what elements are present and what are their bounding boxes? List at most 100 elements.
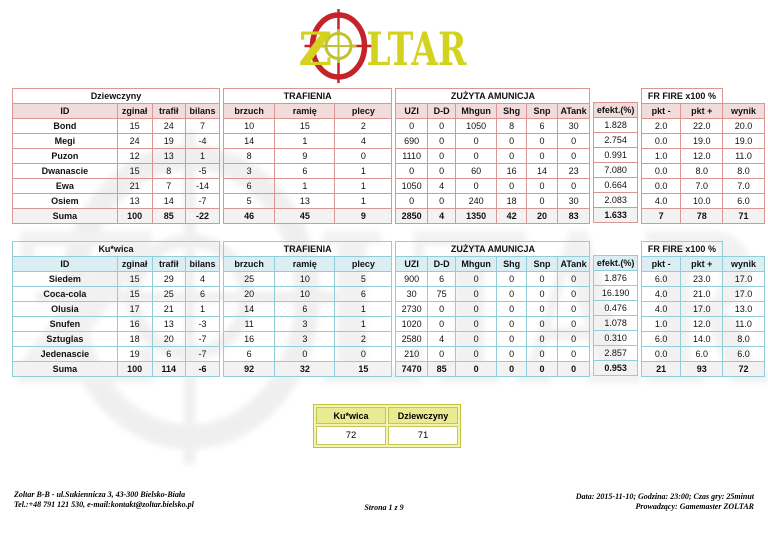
suma-row: 21 93 72 — [640, 361, 765, 377]
group-header: ZUŻYTA AMUNICJA — [395, 241, 591, 257]
column-header: Mhgun — [455, 103, 497, 119]
column-header: Mhgun — [455, 256, 497, 272]
stat-value: 14.0 — [680, 331, 724, 347]
inner-crosshair-icon — [320, 29, 357, 63]
table-row: 1050 4 0 0 0 0 — [395, 178, 591, 194]
stat-value: 13 — [151, 148, 187, 164]
stat-value: 0 — [395, 163, 428, 179]
stat-value: 4.0 — [640, 286, 682, 302]
stat-value: 1.0 — [640, 316, 682, 332]
total-value: 72 — [722, 361, 765, 377]
stat-value: 2.754 — [593, 132, 638, 148]
stat-value: 7.0 — [722, 178, 765, 194]
stat-value: 5 — [334, 271, 393, 287]
stat-value: 14 — [222, 301, 276, 317]
total-value: 46 — [222, 208, 276, 224]
table-row: 210 0 0 0 0 0 — [395, 346, 591, 362]
stat-value: 1050 — [395, 178, 428, 194]
logo-letters-ltar: LTAR — [367, 22, 468, 76]
stat-value: 0 — [426, 133, 457, 149]
total-value: 0 — [495, 361, 528, 377]
stat-value: 8 — [222, 148, 276, 164]
gamemaster-line: Prowadzący: Gamemaster ZOLTAR — [635, 502, 754, 511]
player-name: Coca-cola — [12, 286, 118, 302]
stat-value: 17.0 — [722, 271, 765, 287]
column-header: brzuch — [222, 256, 276, 272]
stat-value: 0.0 — [640, 346, 682, 362]
column-header: pkt + — [680, 103, 724, 119]
table-row: 0.0 7.0 7.0 — [640, 178, 765, 194]
stat-value: 12 — [116, 148, 153, 164]
score-tables: Dziewczyny ID zginał trafił bilans Bond 15 24 7 M… — [12, 88, 768, 377]
stat-value: 0 — [455, 316, 497, 332]
player-name: Olusia — [12, 301, 118, 317]
column-header: efekt.(%) — [593, 255, 638, 271]
stat-value: 15 — [116, 286, 153, 302]
stat-value: -5 — [185, 163, 220, 179]
stat-value: 0 — [495, 133, 528, 149]
total-value: 20 — [526, 208, 558, 224]
summary-score: 71 — [388, 426, 458, 445]
stat-value: 3 — [274, 316, 336, 332]
total-value: 0 — [455, 361, 497, 377]
stat-value: 1.876 — [593, 270, 638, 286]
stat-value: 8.0 — [680, 163, 724, 179]
stat-value: 16 — [495, 163, 528, 179]
table-row: 0.0 19.0 19.0 — [640, 133, 765, 149]
summary-score: 72 — [316, 426, 386, 445]
table-row: 0 0 240 18 0 30 — [395, 193, 591, 209]
column-header: plecy — [334, 256, 393, 272]
stat-value: 23.0 — [680, 271, 724, 287]
stat-value: 1 — [185, 301, 220, 317]
stat-value: 4 — [334, 133, 393, 149]
suma-row: 1.633 — [593, 207, 638, 223]
total-value: 42 — [495, 208, 528, 224]
stat-value: 0 — [455, 301, 497, 317]
team-name-header: Dziewczyny — [12, 88, 220, 104]
table-row: Siedem 15 29 4 — [12, 271, 220, 287]
page-number: Strona 1 z 9 — [364, 503, 404, 512]
stat-value: 13 — [274, 193, 336, 209]
stat-value: 12.0 — [680, 316, 724, 332]
stat-value: 0 — [395, 118, 428, 134]
column-header: pkt - — [640, 256, 682, 272]
stat-value: 60 — [455, 163, 497, 179]
stat-value: 16 — [222, 331, 276, 347]
stat-value: 6 — [526, 118, 558, 134]
column-header: bilans — [185, 103, 220, 119]
column-header: pkt + — [680, 256, 724, 272]
stat-value: 8.0 — [722, 331, 765, 347]
table-row: 0.991 — [593, 147, 638, 163]
stat-value: 0.0 — [640, 178, 682, 194]
stat-value: 10 — [222, 118, 276, 134]
stat-value: 1 — [274, 178, 336, 194]
address-line: Zoltar B-B - ul.Sukiennicza 3, 43-300 Bi… — [14, 490, 186, 499]
stat-value: 11 — [222, 316, 276, 332]
stat-value: 0 — [556, 133, 591, 149]
stat-value: -3 — [185, 316, 220, 332]
table-row: 1020 0 0 0 0 0 — [395, 316, 591, 332]
total-value: 93 — [680, 361, 724, 377]
stat-value: 25 — [222, 271, 276, 287]
total-value: 92 — [222, 361, 276, 377]
stat-value: 240 — [455, 193, 497, 209]
column-header: plecy — [334, 103, 393, 119]
player-name: Osiem — [12, 193, 118, 209]
stat-value: 4 — [426, 331, 457, 347]
stat-value: -7 — [185, 331, 220, 347]
stat-value: 2 — [334, 331, 393, 347]
stat-value: 10 — [274, 286, 336, 302]
table-row: Snufen 16 13 -3 — [12, 316, 220, 332]
total-value: -6 — [185, 361, 220, 377]
stat-value: 0 — [495, 178, 528, 194]
stat-value: 7.080 — [593, 162, 638, 178]
stat-value: 22.0 — [680, 118, 724, 134]
column-header: Snp — [526, 103, 558, 119]
stat-value: -14 — [185, 178, 220, 194]
stat-value: 9 — [274, 148, 336, 164]
total-value: 71 — [722, 208, 765, 224]
table-row: 4.0 10.0 6.0 — [640, 193, 765, 209]
stat-value: 1 — [185, 148, 220, 164]
session-date-line: Data: 2015-11-10; Godzina: 23:00; Czas g… — [575, 492, 754, 501]
